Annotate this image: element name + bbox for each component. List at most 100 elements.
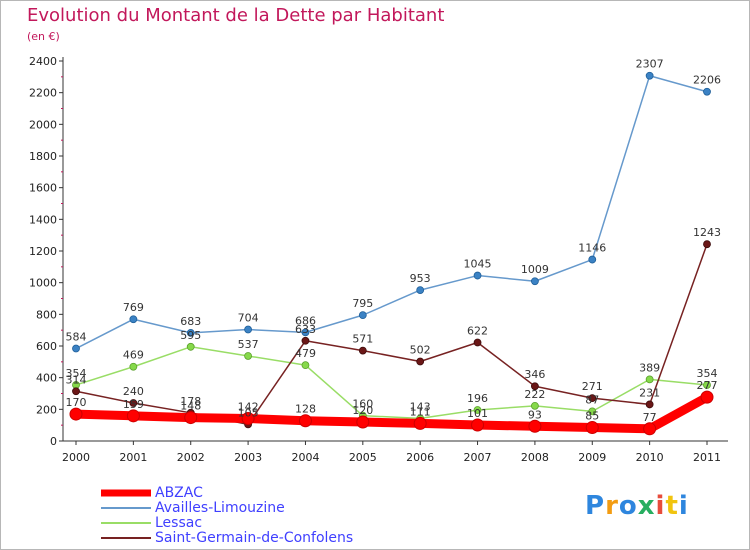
data-point-availles-limouzine	[301, 328, 310, 337]
data-label-availles-limouzine: 704	[238, 312, 259, 325]
data-point-availles-limouzine	[645, 71, 654, 80]
data-label-saint-germain-de-confolens: 571	[352, 333, 373, 346]
data-point-availles-limouzine	[703, 87, 711, 96]
data-point-abzac	[528, 419, 542, 433]
data-point-lessac	[531, 401, 539, 410]
data-point-availles-limouzine	[473, 271, 482, 280]
data-label-lessac: 143	[410, 400, 431, 413]
data-label-saint-germain-de-confolens: 502	[410, 344, 431, 357]
chart-title: Evolution du Montant de la Dette par Hab…	[27, 5, 445, 26]
data-label-abzac: 170	[66, 396, 87, 409]
data-point-saint-germain-de-confolens	[301, 336, 310, 345]
x-tick-label: 2010	[636, 451, 664, 464]
logo-letter: o	[618, 491, 638, 521]
data-point-lessac	[473, 406, 482, 414]
data-label-lessac: 595	[180, 329, 201, 342]
data-label-lessac: 537	[238, 338, 259, 351]
series-line-availles-limouzine	[75, 74, 708, 350]
legend-swatch-abzac	[101, 489, 151, 496]
data-label-availles-limouzine: 1045	[464, 258, 492, 271]
y-tick-label: 1200	[29, 245, 57, 258]
data-label-availles-limouzine: 953	[410, 272, 431, 285]
x-tick-label: 2003	[234, 451, 262, 464]
series-line-lessac	[75, 346, 708, 420]
y-tick-label: 800	[36, 308, 57, 321]
data-point-lessac	[588, 407, 597, 416]
data-label-abzac: 142	[238, 401, 259, 414]
logo-letter: i	[678, 491, 689, 521]
chart-unit: (en €)	[27, 30, 60, 43]
data-label-saint-germain-de-confolens: 271	[582, 380, 603, 393]
data-label-saint-germain-de-confolens: 178	[180, 395, 201, 408]
data-point-saint-germain-de-confolens	[645, 400, 654, 409]
data-point-saint-germain-de-confolens	[588, 394, 597, 402]
data-point-abzac	[585, 421, 599, 435]
data-label-abzac: 120	[352, 404, 373, 417]
data-point-lessac	[129, 362, 138, 371]
series-line-abzac	[71, 392, 712, 434]
data-point-abzac	[413, 416, 427, 430]
data-point-abzac	[700, 390, 714, 404]
x-tick-label: 2008	[521, 451, 549, 464]
proxiti-logo: Proxiti	[585, 491, 689, 521]
legend-swatch-lessac	[101, 521, 151, 524]
x-tick-label: 2004	[291, 451, 319, 464]
logo-letter: r	[605, 491, 619, 521]
data-label-lessac: 160	[352, 398, 373, 411]
y-tick-label: 2000	[29, 118, 57, 131]
logo-letter: i	[655, 491, 666, 521]
x-tick-label: 2009	[578, 451, 606, 464]
data-point-abzac	[184, 411, 198, 425]
data-label-availles-limouzine: 584	[66, 331, 87, 344]
y-tick-label: 1000	[29, 277, 57, 290]
x-tick-label: 2002	[177, 451, 205, 464]
x-tick-label: 2001	[119, 451, 147, 464]
y-tick-label: 400	[36, 372, 57, 385]
y-tick-label: 2200	[29, 87, 57, 100]
series-line-saint-germain-de-confolens	[75, 243, 708, 426]
data-label-saint-germain-de-confolens: 105	[238, 406, 259, 419]
data-label-saint-germain-de-confolens: 622	[467, 325, 488, 338]
y-tick-label: 1400	[29, 213, 57, 226]
legend-item-saint-germain-de-confolens: Saint-Germain-de-Confolens	[101, 530, 353, 546]
y-tick-label: 200	[36, 403, 57, 416]
legend-label-lessac: Lessac	[155, 514, 203, 531]
data-label-saint-germain-de-confolens: 1243	[693, 226, 721, 239]
data-point-abzac	[643, 422, 657, 436]
logo-letter: x	[637, 491, 656, 521]
data-point-saint-germain-de-confolens	[416, 357, 425, 366]
data-point-lessac	[244, 352, 252, 360]
x-tick-label: 2011	[693, 451, 721, 464]
data-label-lessac: 196	[467, 392, 488, 405]
data-label-lessac: 479	[295, 347, 316, 360]
data-label-abzac: 101	[467, 407, 488, 420]
data-label-availles-limouzine: 686	[295, 314, 316, 327]
y-tick-label: 0	[50, 435, 57, 448]
data-point-abzac	[69, 407, 83, 421]
data-label-availles-limouzine: 795	[352, 297, 373, 310]
data-label-abzac: 159	[123, 398, 144, 411]
legend-item-lessac: Lessac	[101, 514, 353, 531]
data-point-abzac	[126, 409, 140, 423]
data-point-availles-limouzine	[244, 325, 252, 334]
data-label-lessac: 354	[66, 367, 87, 380]
data-label-abzac: 93	[528, 408, 542, 421]
x-tick-label: 2006	[406, 451, 434, 464]
data-point-availles-limouzine	[416, 286, 425, 295]
data-point-saint-germain-de-confolens	[129, 399, 138, 407]
data-label-saint-germain-de-confolens: 346	[524, 368, 545, 381]
data-label-saint-germain-de-confolens: 633	[295, 323, 316, 336]
y-tick-label: 600	[36, 340, 57, 353]
data-label-lessac: 354	[697, 367, 718, 380]
legend-label-availles-limouzine: Availles-Limouzine	[155, 499, 285, 516]
y-tick-label: 2400	[29, 55, 57, 68]
data-label-availles-limouzine: 1009	[521, 263, 549, 276]
data-label-abzac: 77	[643, 411, 657, 424]
data-label-lessac: 222	[524, 388, 545, 401]
data-label-availles-limouzine: 683	[180, 315, 201, 328]
legend-swatch-availles-limouzine	[101, 506, 151, 509]
data-point-lessac	[645, 375, 654, 384]
data-point-availles-limouzine	[531, 277, 539, 286]
